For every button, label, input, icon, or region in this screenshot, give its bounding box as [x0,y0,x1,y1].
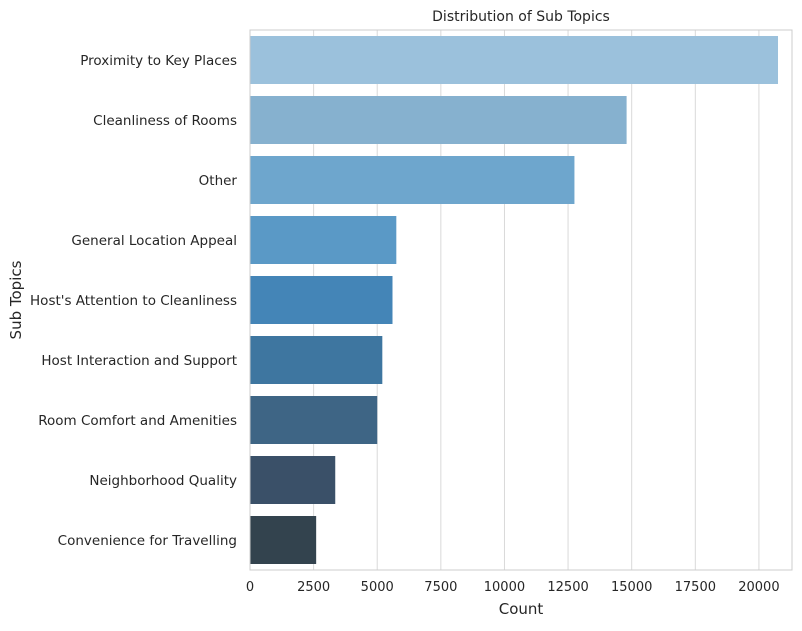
x-tick-label: 2500 [297,580,330,595]
bar [250,216,397,264]
bar [250,456,336,504]
y-category-label: General Location Appeal [71,233,237,249]
chart-title: Distribution of Sub Topics [432,9,610,25]
bar [250,96,627,144]
x-tick-labels: 0 2500 5000 7500 10000 12500 15000 17500 20000 [246,580,780,595]
x-tick-label: 0 [246,580,254,595]
bars [250,36,779,564]
y-category-label: Other [199,173,238,189]
y-category-labels: Proximity to Key Places Cleanliness of Ro… [30,53,237,549]
plot-frame [249,29,793,571]
x-tick-label: 15000 [611,580,652,595]
y-category-label: Cleanliness of Rooms [93,113,237,129]
y-category-label: Convenience for Travelling [58,533,237,549]
bar [250,516,317,564]
x-tick-label: 20000 [738,580,779,595]
bar [250,396,378,444]
x-tick-label: 17500 [675,580,716,595]
y-category-label: Proximity to Key Places [80,53,237,69]
bar [250,336,383,384]
x-axis-label: Count [499,600,544,618]
bar [250,36,779,84]
x-tick-label: 10000 [484,580,525,595]
bar [250,156,575,204]
x-tick-label: 12500 [547,580,588,595]
y-category-label: Room Comfort and Amenities [38,413,237,429]
y-category-label: Host's Attention to Cleanliness [30,293,237,309]
y-category-label: Host Interaction and Support [41,353,237,369]
x-tick-label: 7500 [424,580,457,595]
bar [250,276,393,324]
y-axis-label: Sub Topics [7,260,25,339]
x-tick-label: 5000 [361,580,394,595]
y-category-label: Neighborhood Quality [89,473,237,489]
